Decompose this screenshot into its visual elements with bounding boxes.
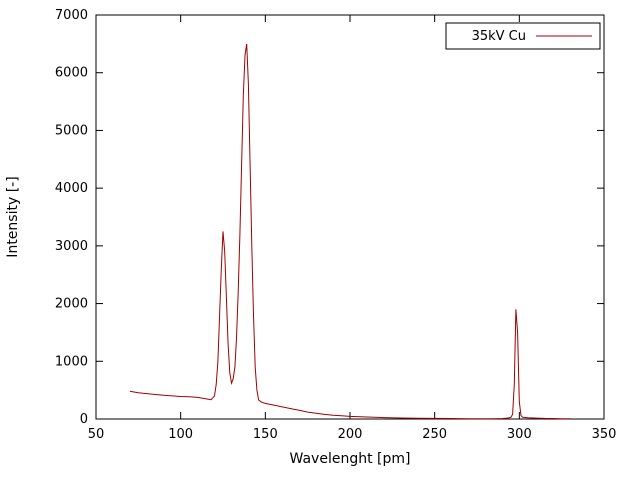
y-axis-ticks: 0 1000 2000 3000 4000 5000 6000 7000 (55, 8, 604, 427)
plot-area-border (95, 14, 605, 420)
legend: 35kV Cu (445, 22, 601, 50)
series-line (129, 43, 571, 420)
x-axis-label: Wavelenght [pm] (290, 451, 411, 467)
x-tick-label: 200 (338, 427, 363, 442)
y-tick-label: 4000 (55, 181, 88, 196)
y-tick-label: 2000 (55, 297, 88, 312)
y-tick-label: 3000 (55, 239, 88, 254)
y-tick-label: 1000 (55, 354, 88, 369)
x-tick-label: 300 (507, 427, 532, 442)
series-lines (129, 43, 571, 420)
x-tick-label: 350 (592, 427, 617, 442)
y-axis-label: Intensity [-] (5, 176, 21, 257)
x-tick-label: 50 (88, 427, 105, 442)
x-tick-label: 100 (168, 427, 193, 442)
legend-label: 35kV Cu (472, 29, 526, 44)
x-axis-ticks: 50 100 150 200 250 300 350 (88, 15, 617, 442)
y-tick-label: 0 (80, 412, 88, 427)
y-tick-label: 6000 (55, 66, 88, 81)
y-tick-label: 7000 (55, 8, 88, 23)
legend-box (445, 22, 601, 50)
x-tick-label: 250 (422, 427, 447, 442)
x-tick-label: 150 (253, 427, 278, 442)
y-tick-label: 5000 (55, 123, 88, 138)
